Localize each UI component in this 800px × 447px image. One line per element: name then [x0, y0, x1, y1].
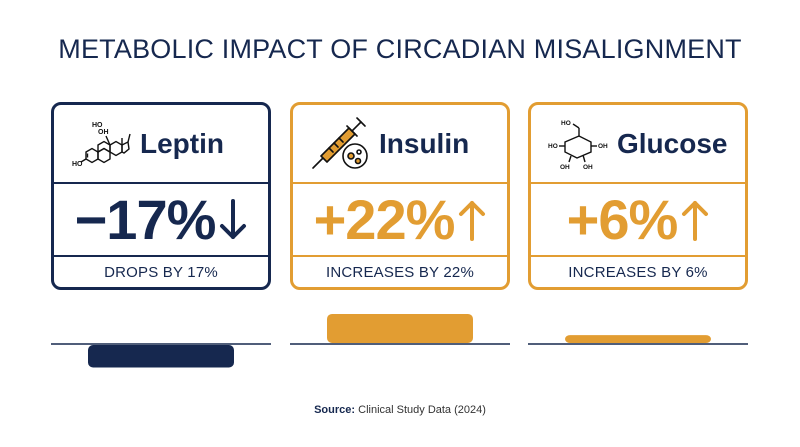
insulin-card: Insulin +22% INCREASES BY 22%: [290, 102, 510, 290]
leptin-value-row: −17%: [54, 182, 268, 257]
source-note: Source: Clinical Study Data (2024): [0, 404, 800, 416]
molecule-label: HO: [92, 122, 103, 129]
molecule-label: OH: [598, 143, 608, 150]
leptin-caption: DROPS BY 17%: [104, 263, 218, 281]
bar-glucose: [565, 335, 711, 343]
leptin-card-header: HO OH HO Leptin: [54, 105, 268, 182]
glucose-molecule-icon: HO OH HO OH OH: [548, 120, 608, 171]
molecule-label: HO: [548, 143, 558, 150]
glucose-card: HO OH HO OH OH Glucose +6% INCREASES BY …: [528, 102, 748, 290]
insulin-value: +22%: [313, 188, 456, 251]
syringe-icon: [312, 116, 368, 169]
molecule-label: OH: [583, 164, 593, 171]
molecule-label: HO: [72, 161, 83, 168]
molecule-label: OH: [560, 164, 570, 171]
arrow-down-icon: [220, 198, 247, 239]
arrow-up-icon: [459, 200, 486, 241]
molecule-label: HO: [561, 120, 571, 127]
insulin-label: Insulin: [379, 127, 470, 159]
glucose-value: +6%: [566, 188, 679, 251]
leptin-label: Leptin: [140, 127, 224, 159]
chart-title: METABOLIC IMPACT OF CIRCADIAN MISALIGNME…: [58, 34, 742, 64]
glucose-value-row: +6%: [531, 182, 745, 257]
leptin-value: −17%: [74, 188, 217, 251]
glucose-label: Glucose: [617, 127, 728, 159]
molecule-label: OH: [98, 129, 109, 136]
steroid-molecule-icon: HO OH HO: [72, 122, 131, 168]
source-text: Clinical Study Data (2024): [355, 404, 486, 416]
bar-chart: [51, 313, 748, 368]
glucose-card-header: HO OH HO OH OH Glucose: [531, 105, 745, 182]
source-label: Source:: [314, 404, 356, 416]
bar-insulin: [327, 313, 473, 343]
insulin-value-row: +22%: [293, 182, 507, 257]
bar-leptin: [88, 345, 234, 368]
leptin-card: HO OH HO Leptin −17% DROPS BY 17%: [51, 102, 271, 290]
insulin-caption: INCREASES BY 22%: [326, 263, 474, 281]
arrow-up-icon: [682, 200, 709, 241]
glucose-caption: INCREASES BY 6%: [568, 263, 708, 281]
insulin-card-header: Insulin: [293, 105, 507, 182]
